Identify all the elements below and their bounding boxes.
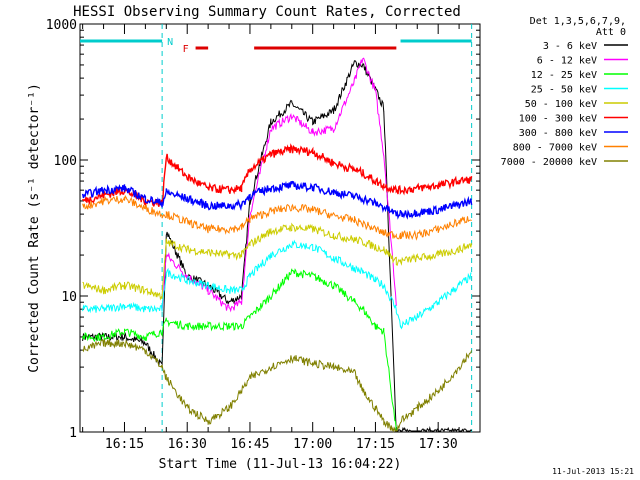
legend-label: 100 - 300 keV [519, 114, 597, 125]
legend-label: 50 - 100 keV [525, 99, 597, 110]
annotation-label: N [167, 37, 173, 48]
legend-label: 12 - 25 keV [531, 70, 597, 81]
y-tick-label: 1000 [46, 18, 77, 33]
footer-date: 11-Jul-2013 15:21 [552, 467, 634, 476]
y-axis-label: Corrected Count Rate (s⁻¹ detector⁻¹) [27, 83, 42, 373]
legend-header: Att 0 [596, 27, 626, 38]
x-tick-label: 16:45 [230, 437, 269, 452]
x-tick-label: 17:30 [419, 437, 458, 452]
legend-label: 25 - 50 keV [531, 85, 597, 96]
series-line [83, 269, 397, 431]
annotation-label: F [183, 44, 189, 55]
x-tick-label: 17:00 [293, 437, 332, 452]
x-tick-label: 16:30 [168, 437, 207, 452]
legend-label: 7000 - 20000 keV [501, 157, 597, 168]
y-tick-label: 100 [54, 154, 77, 169]
x-axis-label: Start Time (11-Jul-13 16:04:22) [159, 457, 402, 472]
series-line [83, 182, 472, 218]
chart: HESSI Observing Summary Count Rates, Cor… [0, 0, 640, 480]
y-tick-label: 1 [69, 426, 77, 441]
series-line [83, 339, 472, 431]
y-tick-label: 10 [61, 290, 77, 305]
series-line [83, 241, 472, 328]
legend-label: 800 - 7000 keV [513, 143, 597, 154]
legend-label: 3 - 6 keV [543, 41, 597, 52]
x-tick-label: 16:15 [105, 437, 144, 452]
legend-header: Det 1,3,5,6,7,9, [530, 16, 626, 27]
plot-frame [80, 24, 480, 432]
chart-title: HESSI Observing Summary Count Rates, Cor… [73, 4, 461, 20]
series-line [83, 60, 472, 431]
legend: Det 1,3,5,6,7,9,Att 0 3 - 6 keV 6 - 12 keV… [501, 16, 628, 168]
x-tick-label: 17:15 [356, 437, 395, 452]
legend-label: 300 - 800 keV [519, 128, 597, 139]
plot-area: 1 10 100 1000 16:15 16:30 16:45 17:00 17:15 17:30… [46, 18, 480, 452]
legend-label: 6 - 12 keV [537, 56, 597, 67]
